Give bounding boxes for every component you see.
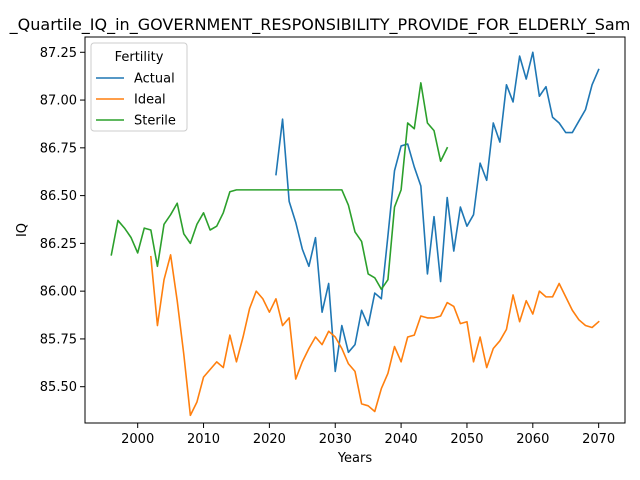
- series-line-actual: [275, 51, 600, 373]
- y-tick-label: 85.75: [40, 332, 77, 347]
- plot-frame: [84, 36, 626, 424]
- legend-label-actual: Actual: [134, 72, 175, 87]
- legend-label-sterile: Sterile: [134, 114, 176, 129]
- x-tick-label: 2000: [121, 432, 154, 447]
- legend-label-ideal: Ideal: [134, 93, 166, 108]
- chart-title: _Quartile_IQ_in_GOVERNMENT_RESPONSIBILIT…: [9, 15, 631, 35]
- y-tick-label: 86.50: [40, 189, 77, 204]
- x-tick-label: 2020: [253, 432, 286, 447]
- x-tick-label: 2060: [516, 432, 549, 447]
- x-tick-label: 2030: [319, 432, 352, 447]
- legend-box: [90, 42, 188, 132]
- y-tick-label: 86.75: [40, 141, 77, 156]
- y-tick-label: 87.00: [40, 94, 77, 109]
- legend: Fertility Actual Ideal Sterile: [90, 42, 188, 132]
- y-tick-label: 85.50: [40, 380, 77, 395]
- series-line-ideal: [149, 254, 600, 417]
- x-tick-label: 2010: [187, 432, 220, 447]
- y-tick-label: 87.25: [40, 46, 77, 61]
- x-tick-label: 2040: [385, 432, 418, 447]
- y-axis-label: IQ: [15, 223, 30, 237]
- y-tick-label: 86.25: [40, 237, 77, 252]
- x-tick-label: 2050: [450, 432, 483, 447]
- x-axis-label: Years: [337, 451, 373, 466]
- y-tick-label: 86.00: [40, 285, 77, 300]
- series-line-sterile: [110, 82, 449, 291]
- x-tick-label: 2070: [582, 432, 615, 447]
- legend-title: Fertility: [115, 50, 164, 65]
